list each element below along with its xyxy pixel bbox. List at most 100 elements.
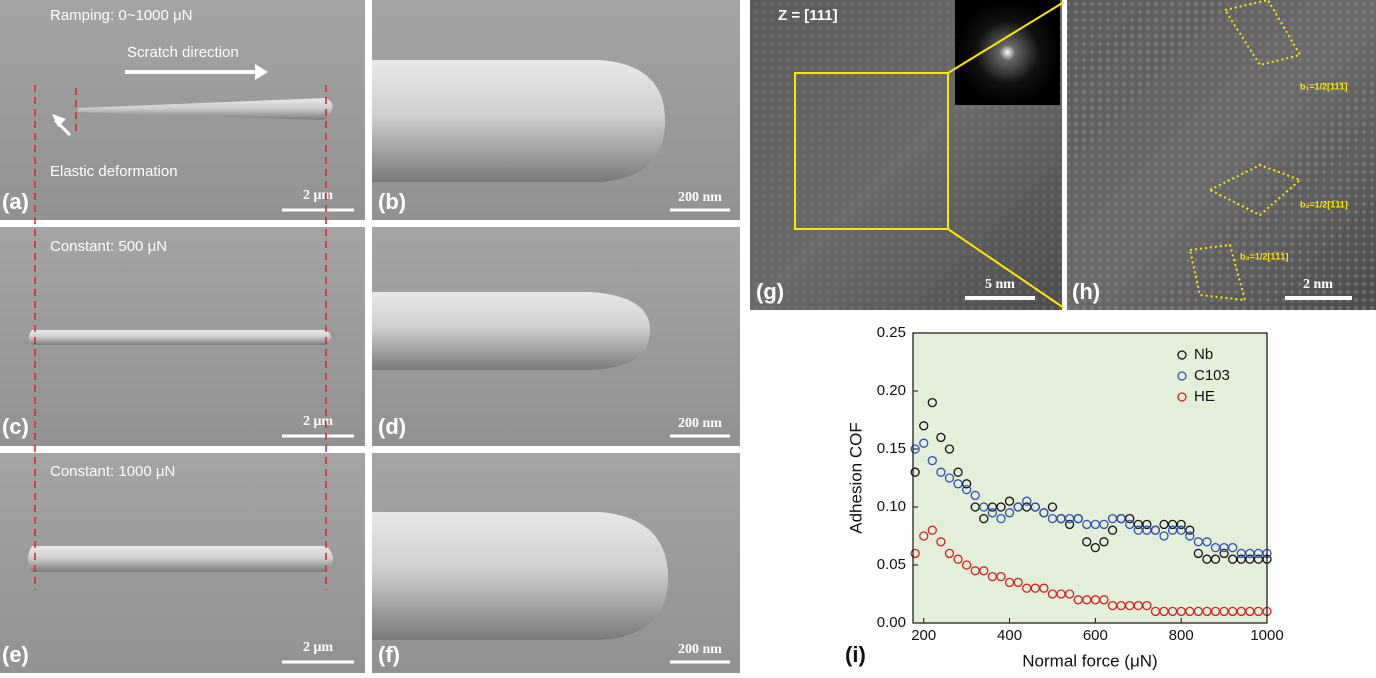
- legend-label: HE: [1194, 388, 1215, 405]
- panel-h: b₁=1/2[11̅1̅] b₂=1/2[1̅11] b₃=1/2[1̅1̅1]…: [1067, 0, 1376, 310]
- burgers-vector: b₂=1/2[1̅11]: [1300, 199, 1348, 209]
- point: [927, 525, 937, 535]
- point: [944, 473, 955, 483]
- point: [1013, 577, 1023, 588]
- point: [1013, 502, 1023, 512]
- x-axis-label: Normal force (μN): [1022, 651, 1157, 670]
- burgers-vector: b₃=1/2[1̅1̅1]: [1240, 251, 1288, 261]
- scratch: [28, 546, 333, 572]
- scale-label: 2 μm: [303, 188, 333, 203]
- point: [1193, 548, 1203, 559]
- point: [1004, 496, 1015, 506]
- y-axis-label: Adhesion COF: [846, 422, 865, 534]
- point: [953, 479, 963, 489]
- panel-label: (a): [2, 189, 29, 214]
- point: [1099, 537, 1109, 547]
- scale-label: 2 μm: [303, 640, 333, 655]
- zoom-box: [794, 72, 949, 230]
- point: [979, 566, 989, 576]
- scratch-closeup: [372, 292, 650, 370]
- point: [919, 421, 929, 431]
- point: [1099, 595, 1109, 605]
- scratch: [78, 98, 333, 120]
- point: [996, 502, 1006, 512]
- point: [1073, 513, 1083, 524]
- point: [1176, 525, 1186, 535]
- scale-label: 200 nm: [678, 642, 722, 657]
- lattice: [1067, 0, 1376, 310]
- point: [1176, 519, 1186, 530]
- x-tick-label: 400: [997, 627, 1022, 644]
- scratch: [29, 330, 331, 345]
- panel-f: 200 nm (f): [372, 453, 740, 673]
- point: [1202, 537, 1212, 547]
- point: [1228, 542, 1238, 553]
- point: [1082, 537, 1092, 547]
- point: [1030, 502, 1040, 512]
- panel-a: Ramping: 0~1000 μN Scratch direction Ela…: [0, 0, 365, 220]
- zoom-line: [947, 228, 1065, 309]
- point: [987, 508, 998, 518]
- legend-marker: [1177, 392, 1187, 402]
- x-tick-label: 1000: [1250, 627, 1283, 644]
- point: [1022, 496, 1032, 506]
- point: [936, 467, 946, 477]
- point: [1090, 542, 1101, 553]
- point: [1064, 519, 1075, 530]
- point: [1099, 519, 1109, 530]
- point: [996, 571, 1006, 582]
- point: [996, 513, 1006, 524]
- annotation: Constant: 1000 μN: [50, 463, 175, 480]
- scale-label: 2 nm: [1303, 277, 1333, 292]
- point: [970, 490, 980, 501]
- arrow-head: [52, 114, 66, 127]
- panel-label: (b): [378, 189, 406, 214]
- y-tick-label: 0.05: [877, 556, 906, 573]
- point: [910, 467, 920, 477]
- panel-c: Constant: 500 μN 2 μm (c): [0, 227, 365, 446]
- point: [1047, 502, 1058, 512]
- point: [961, 560, 972, 570]
- scale-label: 5 nm: [985, 277, 1015, 292]
- point: [1064, 589, 1075, 599]
- annotation: Ramping: 0~1000 μN: [50, 7, 192, 24]
- point: [1116, 513, 1126, 524]
- burgers-circuit: [1188, 243, 1247, 302]
- legend-marker: [1177, 371, 1187, 381]
- x-tick-label: 800: [1169, 627, 1194, 644]
- point: [936, 432, 946, 443]
- reference-lines: [34, 85, 327, 590]
- point: [936, 537, 946, 547]
- point: [1159, 531, 1169, 541]
- panel-label: (e): [2, 642, 29, 667]
- panel-e: Constant: 1000 μN 2 μm (e): [0, 453, 365, 673]
- scale-label: 200 nm: [678, 190, 722, 205]
- y-tick-label: 0.00: [877, 614, 906, 631]
- point: [910, 444, 920, 454]
- annotation: Scratch direction: [127, 44, 239, 61]
- burgers-vector: b₁=1/2[11̅1̅]: [1300, 81, 1348, 91]
- point: [961, 484, 972, 495]
- panel-label: (d): [378, 414, 406, 439]
- point: [1142, 519, 1152, 530]
- plot-frame: [912, 332, 1268, 624]
- arrow-head: [255, 64, 268, 80]
- fft-inset: [955, 0, 1060, 105]
- point: [927, 455, 937, 466]
- point: [910, 548, 920, 559]
- point: [953, 467, 963, 477]
- y-tick-label: 0.25: [877, 324, 906, 341]
- point: [919, 531, 929, 541]
- point: [1039, 508, 1049, 518]
- annotation: Z = [111]: [778, 7, 838, 24]
- plot-area: [913, 333, 1267, 623]
- point: [944, 444, 955, 454]
- panel-label: (f): [378, 642, 400, 667]
- point: [944, 548, 955, 559]
- y-tick-label: 0.20: [877, 382, 906, 399]
- scale-label: 200 nm: [678, 416, 722, 431]
- zoom-line: [947, 1, 1065, 74]
- annotation: Constant: 500 μN: [50, 238, 167, 255]
- x-tick-label: 200: [911, 627, 936, 644]
- scratch-closeup: [372, 512, 668, 640]
